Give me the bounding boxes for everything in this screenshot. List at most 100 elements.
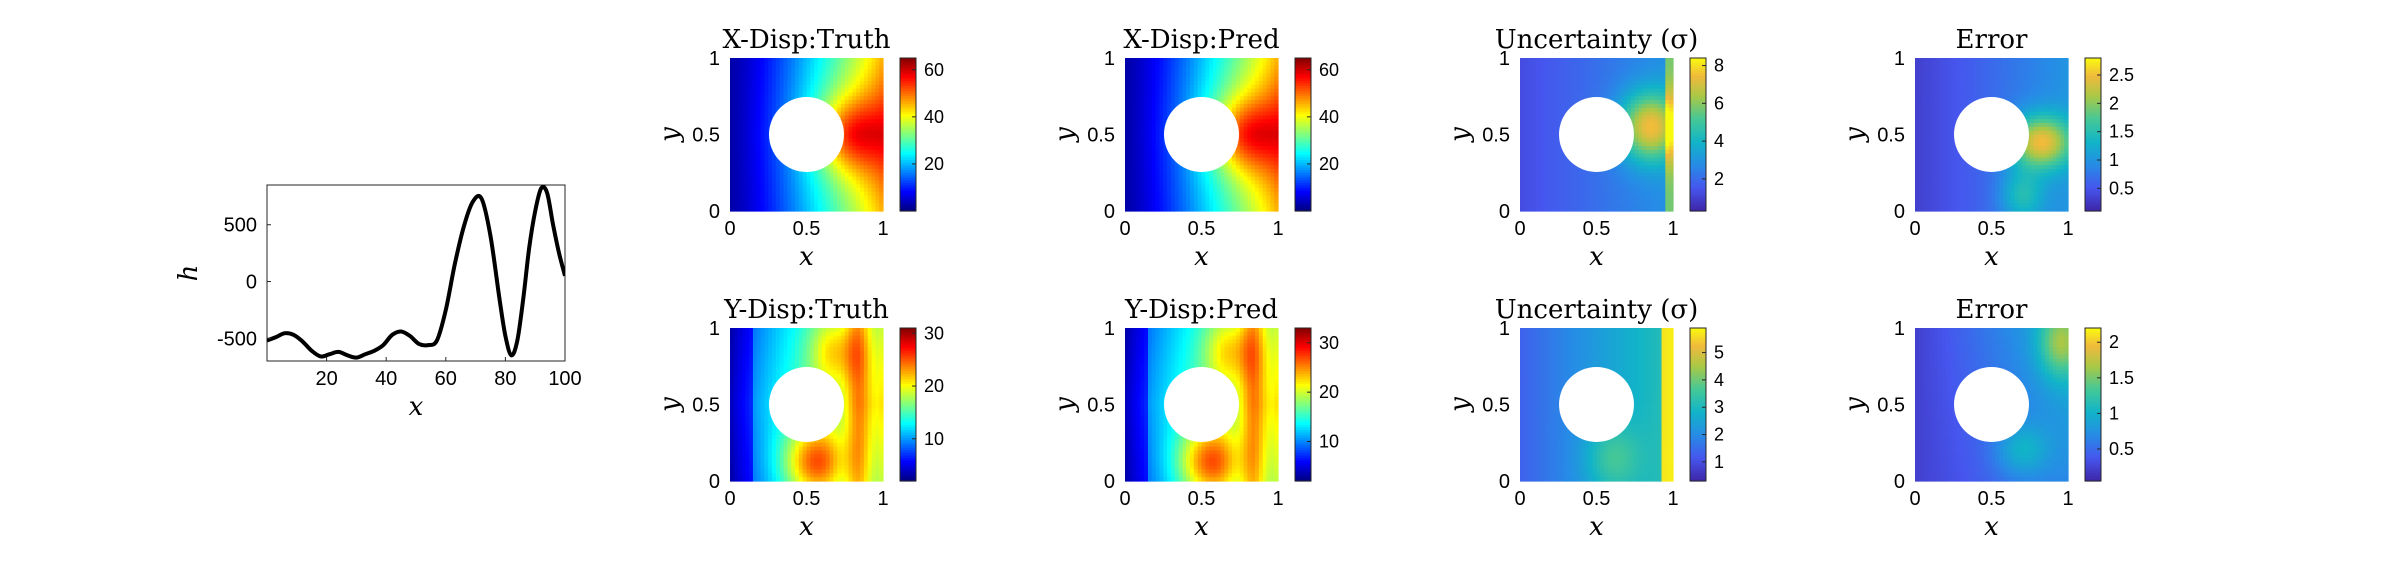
- heatmap-cell: [1147, 103, 1153, 109]
- heatmap-cell: [1661, 77, 1666, 82]
- heatmap-cell: [1128, 115, 1134, 120]
- heatmap-cell: [1653, 111, 1659, 116]
- heatmap-cell: [1258, 126, 1264, 132]
- heatmap-cell: [1669, 149, 1674, 155]
- heatmap-cell: [760, 65, 766, 71]
- heatmap-cell: [1144, 161, 1149, 166]
- heatmap-cell: [848, 58, 853, 63]
- heatmap-cell: [1630, 69, 1636, 74]
- heatmap-cell: [733, 80, 739, 86]
- heatmap-cell: [1144, 142, 1149, 147]
- heatmap-cell: [863, 123, 869, 128]
- heatmap-cell: [1255, 165, 1260, 170]
- heatmap-cell: [1155, 134, 1161, 139]
- heatmap-cell: [875, 165, 880, 170]
- heatmap-cell: [1274, 180, 1279, 185]
- heatmap-cell: [1646, 199, 1651, 204]
- heatmap-cell: [752, 69, 758, 74]
- heatmap-cell: [1623, 77, 1628, 82]
- heatmap-cell: [871, 199, 876, 204]
- heatmap-cell: [1239, 92, 1245, 97]
- heatmap-cell: [1661, 100, 1666, 105]
- heatmap-cell: [1239, 149, 1245, 155]
- heatmap-cell: [1562, 168, 1567, 174]
- heatmap-cell: [779, 199, 785, 204]
- heatmap-cell: [863, 100, 869, 105]
- heatmap-cell: [772, 168, 777, 174]
- heatmap-cell: [1170, 195, 1176, 201]
- heatmap-cell: [844, 61, 850, 67]
- heatmap-cell: [1151, 88, 1157, 94]
- heatmap-cell: [1535, 69, 1540, 74]
- heatmap-cell: [1216, 203, 1222, 208]
- heatmap-cell: [1136, 119, 1141, 124]
- heatmap-cell: [1128, 203, 1134, 208]
- heatmap-cell: [1266, 84, 1271, 90]
- heatmap-cell: [1255, 188, 1260, 193]
- heatmap-cell: [1558, 80, 1563, 86]
- heatmap-cell: [1132, 142, 1138, 147]
- heatmap-cell: [1596, 92, 1601, 97]
- heatmap-cell: [1262, 69, 1268, 74]
- heatmap-cell: [1174, 203, 1180, 208]
- heatmap-cell: [783, 168, 788, 174]
- heatmap-cell: [806, 77, 811, 82]
- heatmap-cell: [1243, 145, 1248, 151]
- heatmap-cell: [1243, 203, 1248, 208]
- heatmap-cell: [1554, 161, 1559, 166]
- heatmap-cell: [1258, 61, 1264, 67]
- heatmap-cell: [806, 184, 811, 189]
- heatmap-cell: [1600, 207, 1605, 212]
- heatmap-cell: [1155, 92, 1161, 97]
- heatmap-cell: [756, 111, 762, 116]
- heatmap-cell: [756, 96, 762, 101]
- heatmap-cell: [1255, 103, 1260, 109]
- heatmap-cell: [1657, 119, 1663, 124]
- heatmap-cell: [860, 180, 865, 185]
- heatmap-cell: [1665, 69, 1670, 74]
- heatmap-cell: [840, 184, 846, 189]
- heatmap-cell: [879, 153, 884, 159]
- heatmap-cell: [787, 88, 792, 94]
- heatmap-cell: [817, 184, 823, 189]
- heatmap-cell: [1650, 203, 1655, 208]
- heatmap-cell: [1220, 207, 1226, 212]
- heatmap-cell: [1274, 65, 1279, 71]
- heatmap-cell: [1573, 77, 1578, 82]
- heatmap-cell: [844, 123, 850, 128]
- heatmap-cell: [863, 111, 869, 116]
- heatmap-cell: [1128, 180, 1134, 185]
- heatmap-cell: [852, 161, 857, 166]
- heatmap-cell: [730, 172, 735, 178]
- heatmap-cell: [1615, 84, 1621, 90]
- heatmap-cell: [775, 199, 781, 204]
- heatmap-cell: [1523, 92, 1529, 97]
- heatmap-cell: [860, 115, 865, 120]
- heatmap-cell: [821, 188, 827, 193]
- heatmap-cell: [837, 65, 842, 71]
- heatmap-cell: [1205, 191, 1210, 197]
- heatmap-cell: [741, 188, 746, 193]
- heatmap-cell: [1178, 61, 1183, 67]
- heatmap-cell: [1167, 100, 1172, 105]
- heatmap-cell: [1611, 168, 1617, 174]
- heatmap-cell: [1623, 61, 1628, 67]
- heatmap-cell: [1178, 188, 1183, 193]
- heatmap-cell: [1251, 176, 1256, 181]
- heatmap-cell: [1232, 203, 1237, 208]
- heatmap-cell: [1531, 77, 1536, 82]
- heatmap-cell: [779, 73, 785, 78]
- heatmap-cell: [1235, 157, 1241, 162]
- heatmap-cell: [1661, 188, 1666, 193]
- heatmap-cell: [1216, 199, 1222, 204]
- colorbar-tick-label: 20: [1319, 154, 1339, 174]
- heatmap-cell: [860, 157, 865, 162]
- heatmap-cell: [1190, 176, 1195, 181]
- heatmap-cell: [1520, 184, 1525, 189]
- heatmap-cell: [1243, 65, 1248, 71]
- heatmap-cell: [772, 107, 777, 113]
- heatmap-cell: [1243, 195, 1248, 201]
- heatmap-cell: [1535, 165, 1540, 170]
- heatmap-cell: [1634, 100, 1640, 105]
- heatmap-cell: [1258, 184, 1264, 189]
